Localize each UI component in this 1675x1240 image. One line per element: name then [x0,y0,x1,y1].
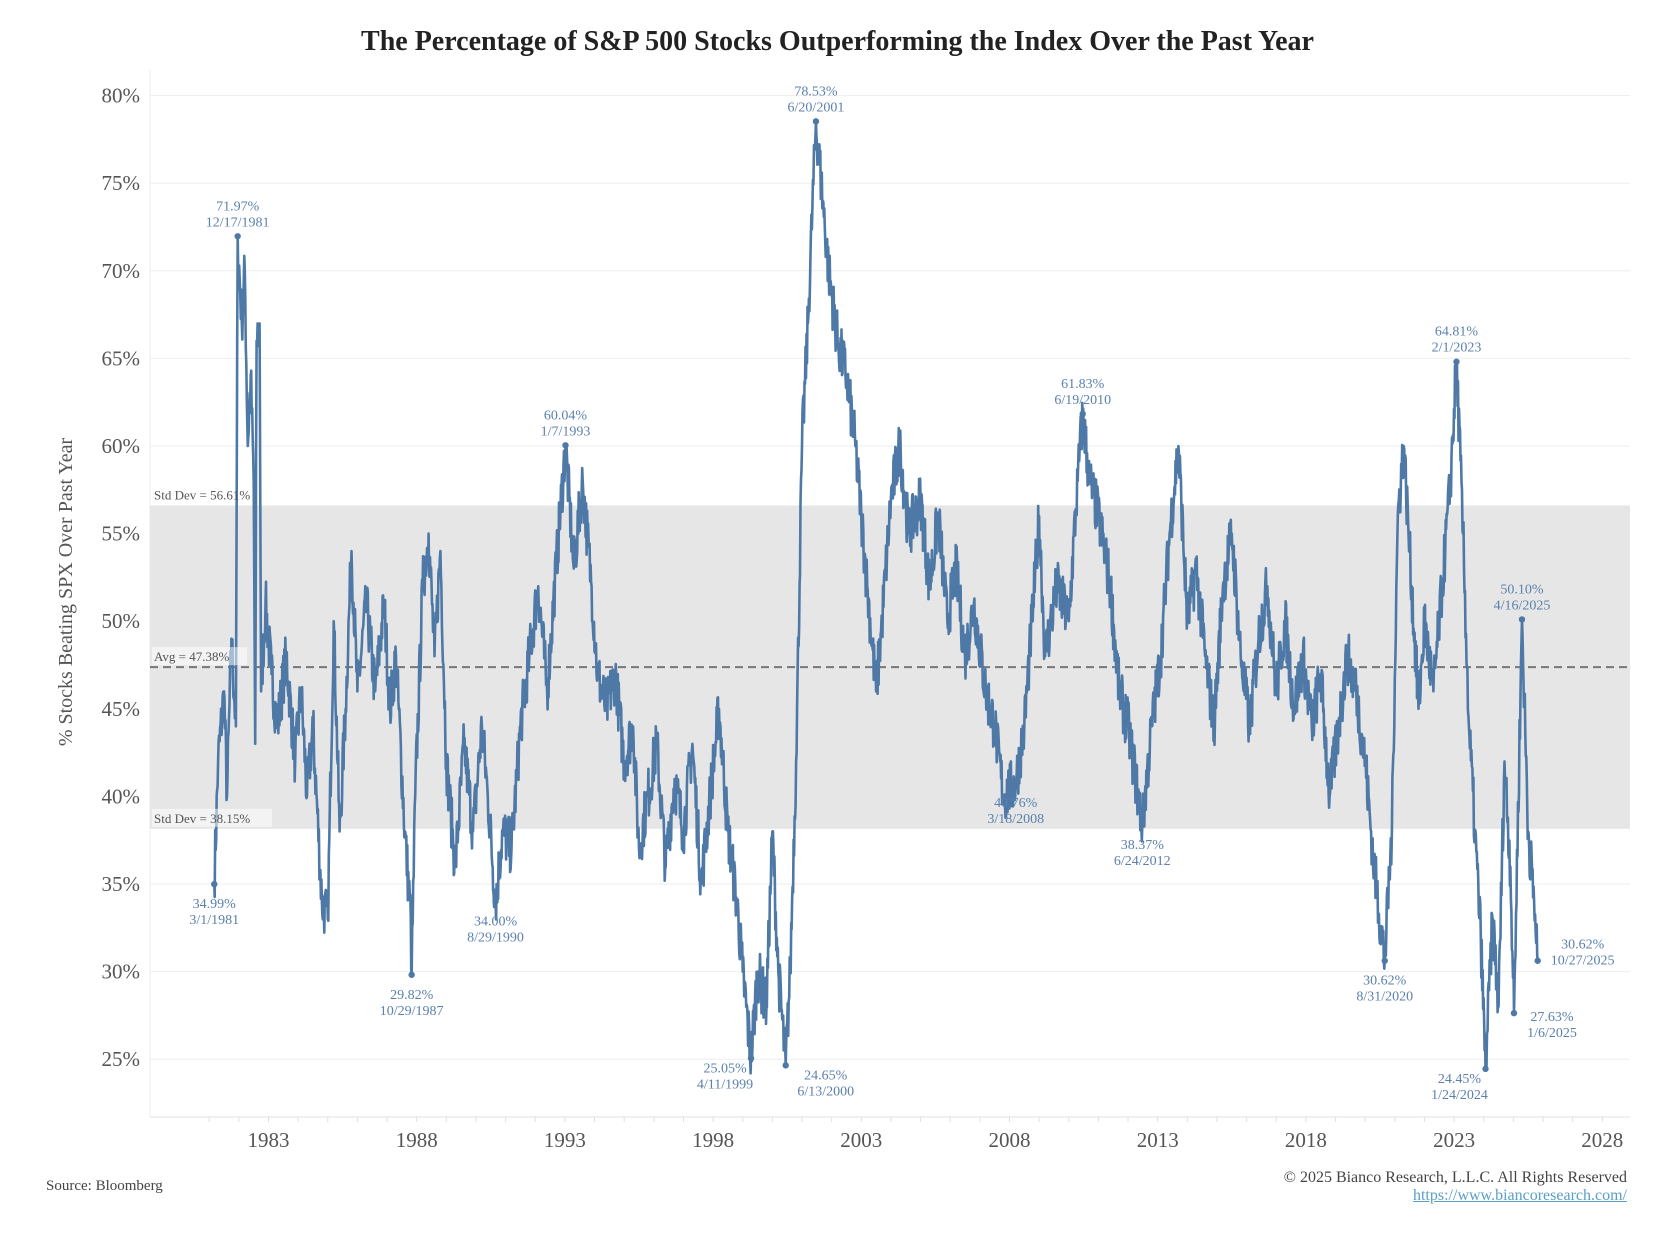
annotation-point [1139,821,1146,829]
x-tick-label: 1983 [248,1128,290,1152]
annotation-value: 34.00% [474,915,518,930]
y-tick-label: 35% [102,872,141,896]
x-tick-label: 2008 [989,1128,1031,1152]
y-tick-label: 45% [102,697,141,721]
y-tick-label: 60% [102,434,141,458]
y-tick-label: 40% [102,784,141,808]
std-dev-lower-label-bg [152,808,272,827]
annotation-point [1381,957,1388,964]
annotation-date: 6/20/2001 [788,100,845,115]
annotation-value: 24.65% [804,1068,848,1083]
annotation-date: 4/11/1999 [697,1077,753,1092]
annotation-value: 40.76% [994,796,1038,811]
x-tick-label: 2018 [1285,1128,1327,1152]
annotation-date: 1/24/2024 [1431,1088,1488,1103]
annotation-point [1453,358,1460,365]
y-axis-label: % Stocks Beating SPX Over Past Year [55,438,77,747]
x-tick-label: 1998 [692,1128,734,1152]
annotation-value: 50.10% [1500,582,1544,597]
annotation-point [1510,1009,1518,1017]
annotation-point [1079,410,1086,418]
y-tick-label: 80% [102,84,141,108]
x-tick-label: 1988 [396,1128,438,1152]
annotation-value: 38.37% [1121,838,1165,853]
y-axis-ticks: 25% 30% 35% 40% 45% 50% 55% 60% 65% 70% 75% 80% [102,84,141,1072]
x-tick-label: 1993 [544,1128,586,1152]
annotation-point [562,442,569,449]
annotation-point [492,898,499,905]
annotation-point [812,118,820,125]
annotation-date: 1/7/1993 [541,424,591,439]
annotation-value: 34.99% [193,897,237,912]
annotation-date: 6/19/2010 [1054,393,1111,408]
annotation-point [747,1055,755,1062]
y-tick-label: 25% [102,1047,141,1071]
annotation-point [408,971,415,978]
source-note: Source: Bloomberg [46,1178,163,1194]
x-tick-label: 2028 [1581,1128,1623,1152]
y-tick-label: 65% [102,346,141,370]
annotation-value: 24.45% [1438,1072,1482,1087]
annotation-point [1012,779,1019,787]
annotation-date: 3/18/2008 [987,812,1044,827]
x-axis-ticks: 1983 1988 1993 1998 2003 2008 2013 2018 2023 2028 [208,1117,1623,1152]
website-link[interactable]: https://www.biancoresearch.com/ [1412,1187,1627,1204]
annotation-date: 1/6/2025 [1527,1026,1577,1041]
y-tick-label: 30% [102,960,141,984]
annotation-value: 71.97% [216,199,260,214]
annotation-value: 27.63% [1530,1010,1574,1025]
annotations: Std Dev = 56.61% Avg = 47.38% Std Dev = 38… [152,84,1615,1103]
annotation-date: 6/24/2012 [1114,854,1171,869]
std-dev-upper-label: Std Dev = 56.61% [154,487,250,502]
y-tick-label: 75% [102,171,141,195]
annotation-date: 10/29/1987 [380,1004,444,1019]
y-tick-label: 55% [102,522,141,546]
series-layer [213,120,1539,1075]
x-tick-label: 2003 [840,1128,882,1152]
annotation-date: 8/31/2020 [1356,990,1413,1005]
series-line [213,120,1539,1075]
annotation-date: 4/16/2025 [1494,598,1551,613]
annotation-date: 2/1/2023 [1432,341,1482,356]
annotation-point [1482,1065,1489,1073]
annotation-value: 25.05% [703,1061,747,1076]
annotation-point [234,233,241,240]
annotation-value: 64.81% [1435,325,1479,340]
annotation-value: 29.82% [390,988,434,1003]
annotation-value: 61.83% [1061,377,1105,392]
annotation-point [211,880,218,888]
std-dev-lower-label: Std Dev = 38.15% [154,811,250,826]
copyright-note: © 2025 Bianco Research, L.L.C. All Right… [1283,1169,1627,1186]
annotation-value: 30.62% [1363,974,1407,989]
annotation-date: 3/1/1981 [189,913,239,928]
annotation-date: 12/17/1981 [206,215,270,230]
y-tick-label: 70% [102,259,141,283]
annotation-value: 78.53% [794,84,838,99]
x-tick-label: 2013 [1137,1128,1179,1152]
y-tick-label: 50% [102,609,141,633]
chart-title: The Percentage of S&P 500 Stocks Outperf… [361,26,1314,57]
annotation-date: 10/27/2025 [1551,954,1615,969]
annotation-point [1534,957,1541,964]
annotation-value: 60.04% [544,408,588,423]
annotation-date: 6/13/2000 [797,1084,854,1099]
x-tick-label: 2023 [1433,1128,1475,1152]
annotation-date: 8/29/1990 [467,931,524,946]
average-label-bg [152,647,247,666]
annotation-point [782,1062,789,1069]
annotation-point [1518,616,1526,623]
annotation-value: 30.62% [1561,938,1605,953]
average-label: Avg = 47.38% [154,649,230,664]
